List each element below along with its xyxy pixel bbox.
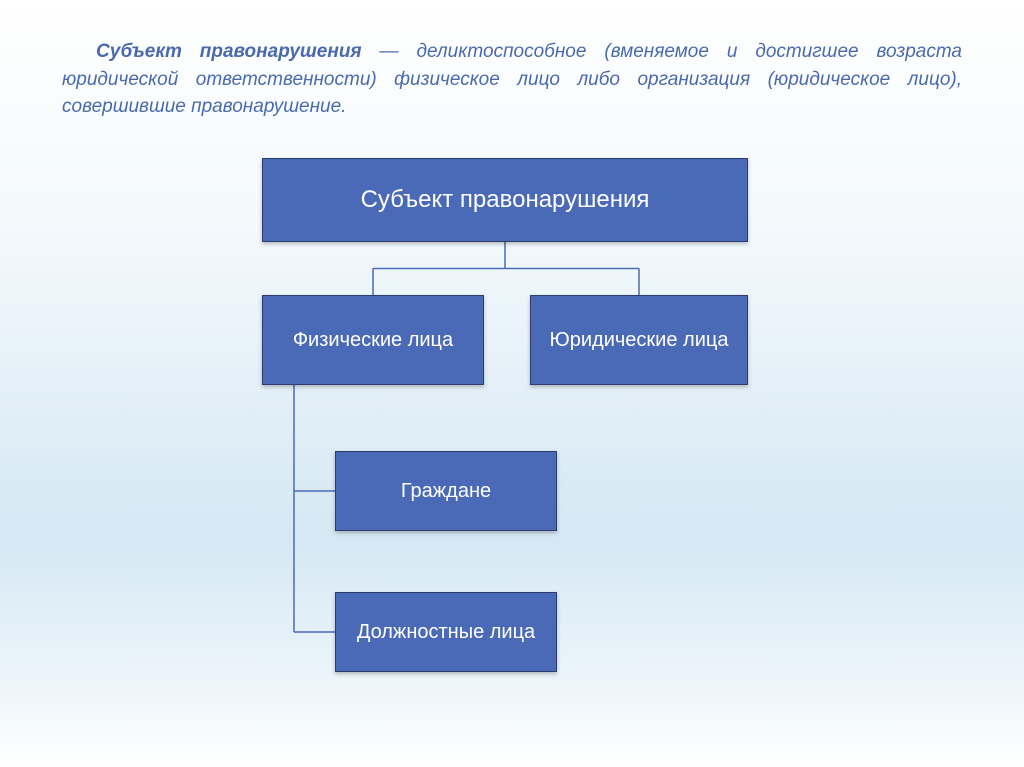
definition-term: Субъект правонарушения [96, 41, 362, 62]
node-jur: Юридические лица [530, 295, 748, 385]
node-root: Субъект правонарушения [262, 158, 748, 242]
node-cit: Граждане [335, 451, 557, 531]
node-phys: Физические лица [262, 295, 484, 385]
definition-paragraph: Субъект правонарушения — деликтоспособно… [62, 38, 962, 121]
node-off: Должностные лица [335, 592, 557, 672]
page: Субъект правонарушения — деликтоспособно… [0, 0, 1024, 767]
